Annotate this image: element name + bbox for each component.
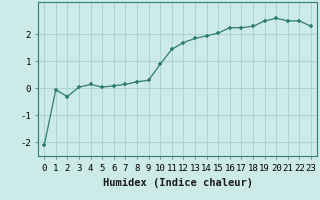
X-axis label: Humidex (Indice chaleur): Humidex (Indice chaleur)	[103, 178, 252, 188]
